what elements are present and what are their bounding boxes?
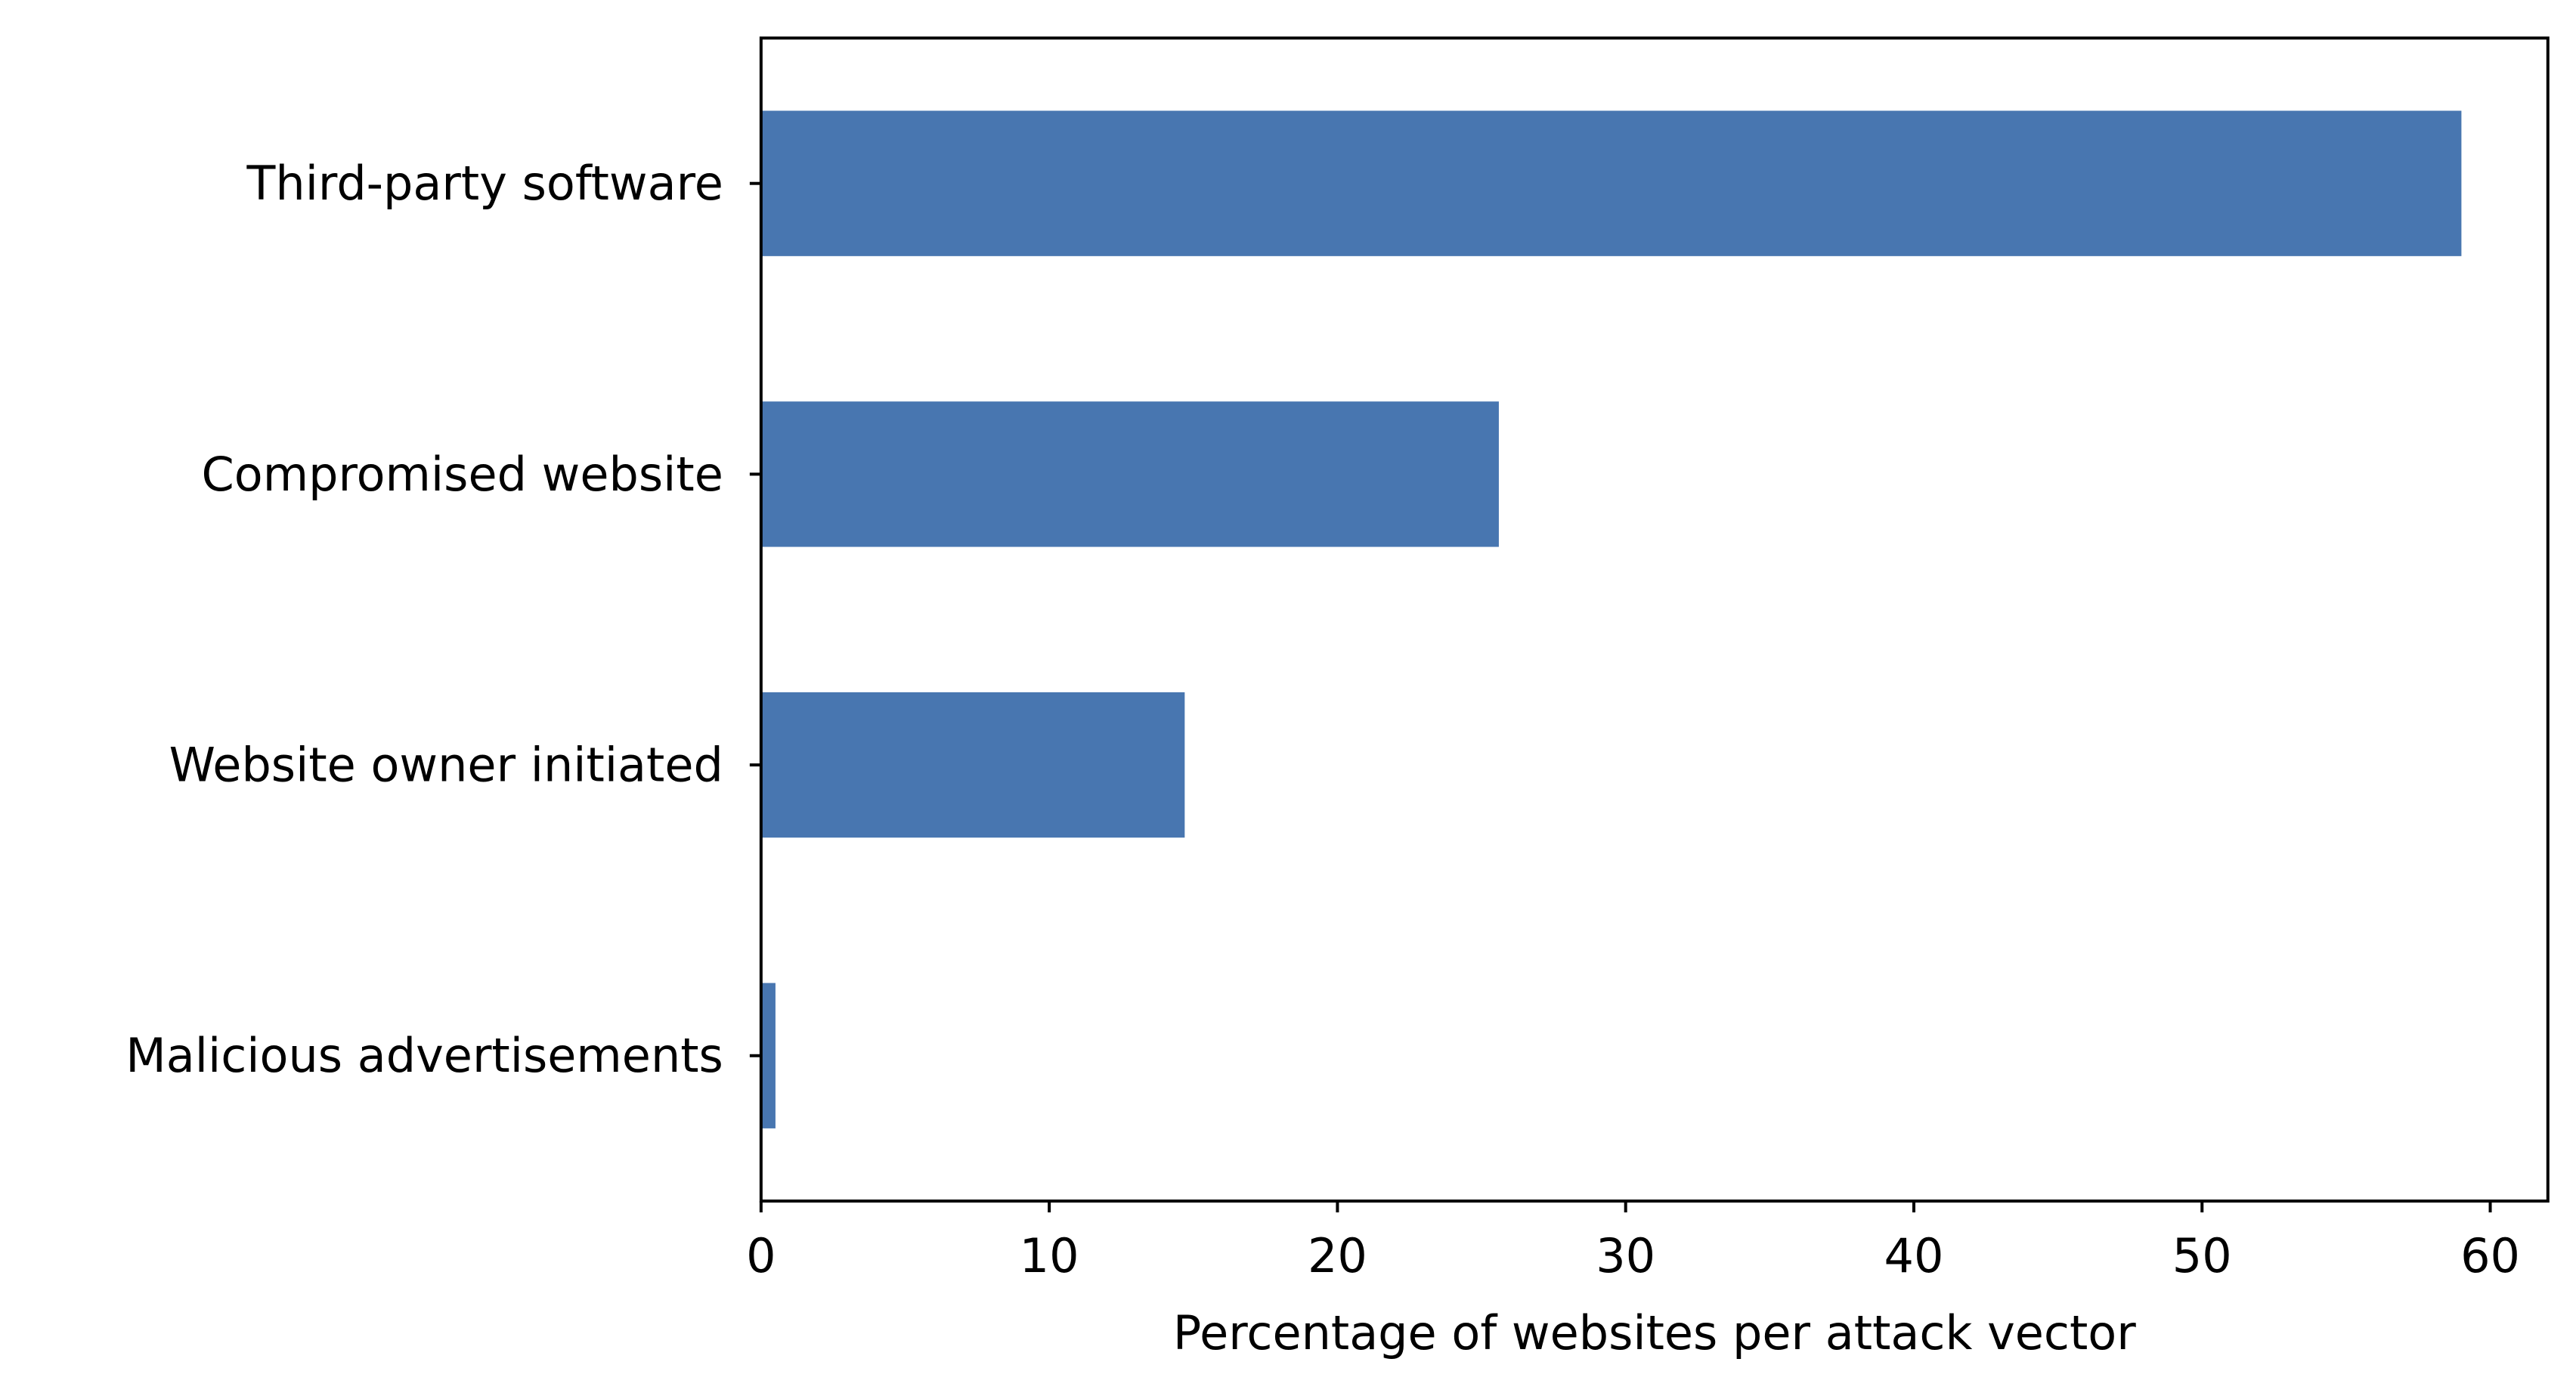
plot-frame — [759, 36, 2550, 1203]
bar-website-owner-initiated — [760, 692, 1185, 838]
bar-third-party-software — [760, 110, 2462, 256]
bars-group — [760, 110, 2462, 1128]
x-axis-label: Percentage of websites per attack vector — [1173, 1305, 2136, 1360]
x-tick-label: 30 — [1596, 1228, 1655, 1283]
x-tick-label: 40 — [1884, 1228, 1944, 1283]
x-tick-label: 10 — [1020, 1228, 1079, 1283]
x-tick-label: 20 — [1308, 1228, 1367, 1283]
x-tick-label: 0 — [746, 1228, 776, 1283]
bar-compromised-website — [760, 401, 1499, 547]
y-tick-label: Third-party software — [246, 156, 723, 211]
bar-malicious-advertisements — [760, 983, 776, 1128]
y-tick-label: Website owner initiated — [169, 738, 723, 793]
x-tick-label: 60 — [2460, 1228, 2520, 1283]
y-ticks-group: Third-party software Compromised website W… — [125, 156, 761, 1083]
y-tick-label: Compromised website — [202, 447, 723, 502]
x-tick-label: 50 — [2172, 1228, 2232, 1283]
y-tick-label: Malicious advertisements — [125, 1028, 723, 1083]
x-ticks-group: 0 10 20 30 40 50 60 — [746, 1201, 2520, 1283]
